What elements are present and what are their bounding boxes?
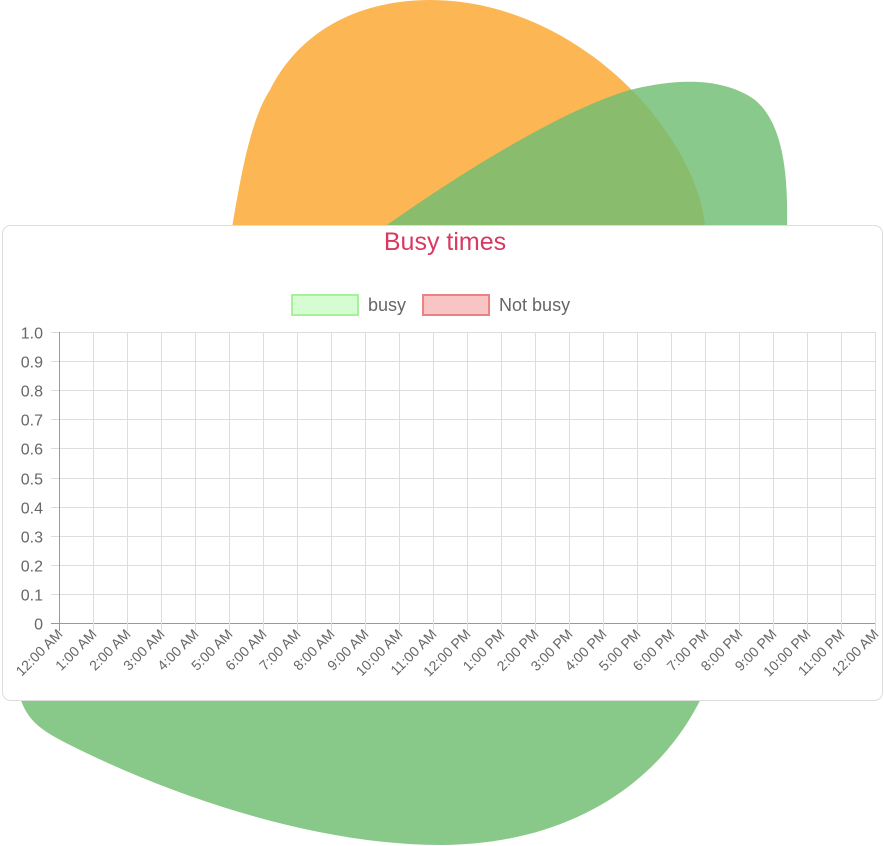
legend-label: busy [368, 295, 406, 315]
green-blob-bottom [18, 690, 705, 845]
y-tick-label: 0.9 [21, 355, 43, 372]
green-blob-top [380, 81, 788, 230]
legend-label: Not busy [499, 295, 570, 315]
y-tick-label: 0 [34, 617, 43, 634]
y-tick-label: 0.3 [21, 530, 43, 547]
y-tick-label: 0.8 [21, 384, 43, 401]
y-tick-label: 0.1 [21, 588, 43, 605]
card [2, 225, 883, 701]
legend-swatch [422, 294, 491, 316]
y-tick-label: 0.4 [21, 501, 43, 518]
y-tick-label: 0.5 [21, 472, 43, 489]
y-tick-label: 0.2 [21, 559, 43, 576]
y-tick-label: 0.6 [21, 442, 43, 459]
legend-swatch [291, 294, 359, 316]
x-tick-label: 12:00 AM [12, 626, 65, 679]
y-tick-label: 1.0 [21, 326, 43, 343]
y-tick-label: 0.7 [21, 413, 43, 430]
chart-title: Busy times [384, 228, 506, 256]
